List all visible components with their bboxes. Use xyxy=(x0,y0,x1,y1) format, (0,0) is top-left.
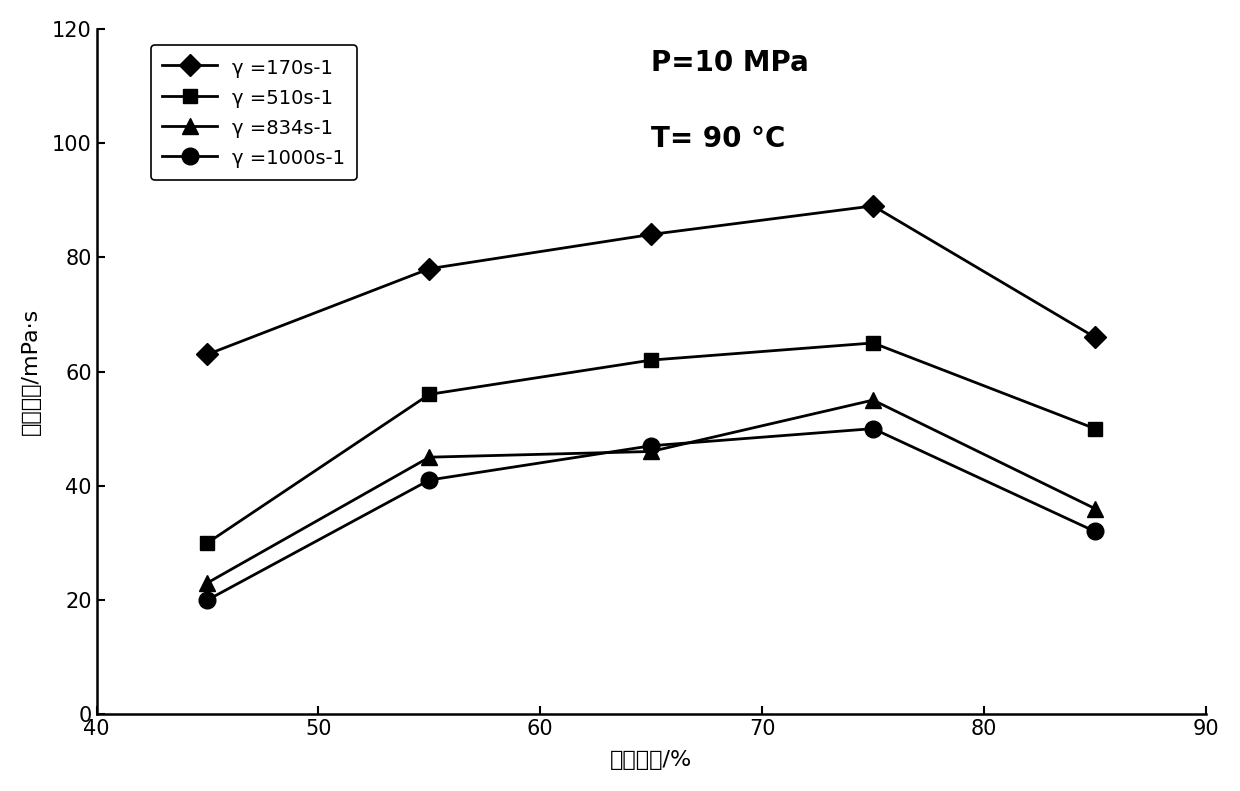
Legend: γ =170s-1, γ =510s-1, γ =834s-1, γ =1000s-1: γ =170s-1, γ =510s-1, γ =834s-1, γ =1000… xyxy=(150,45,357,180)
γ =1000s-1 xyxy=(866,424,880,433)
γ =834s-1 xyxy=(866,396,880,405)
γ =834s-1 xyxy=(644,447,658,456)
γ =170s-1 xyxy=(200,350,215,359)
γ =1000s-1 xyxy=(200,595,215,604)
γ =510s-1 xyxy=(866,339,880,348)
Line: γ =510s-1: γ =510s-1 xyxy=(201,336,1102,550)
γ =1000s-1 xyxy=(422,475,436,485)
γ =510s-1 xyxy=(200,538,215,547)
γ =834s-1 xyxy=(200,578,215,588)
Line: γ =834s-1: γ =834s-1 xyxy=(200,392,1102,590)
γ =834s-1 xyxy=(422,452,436,462)
Line: γ =1000s-1: γ =1000s-1 xyxy=(200,420,1104,608)
Y-axis label: 有效粘度/mPa·s: 有效粘度/mPa·s xyxy=(21,308,41,435)
Text: P=10 MPa: P=10 MPa xyxy=(651,49,808,78)
γ =1000s-1 xyxy=(1087,527,1102,536)
Text: T= 90 °C: T= 90 °C xyxy=(651,125,786,153)
γ =170s-1 xyxy=(866,201,880,210)
γ =834s-1 xyxy=(1087,504,1102,513)
Line: γ =170s-1: γ =170s-1 xyxy=(200,199,1102,362)
γ =510s-1 xyxy=(1087,424,1102,433)
γ =170s-1 xyxy=(644,229,658,239)
γ =170s-1 xyxy=(422,264,436,274)
γ =510s-1 xyxy=(644,355,658,365)
γ =510s-1 xyxy=(422,390,436,399)
γ =1000s-1 xyxy=(644,441,658,451)
γ =170s-1 xyxy=(1087,332,1102,342)
X-axis label: 泡沫质量/%: 泡沫质量/% xyxy=(610,750,692,770)
